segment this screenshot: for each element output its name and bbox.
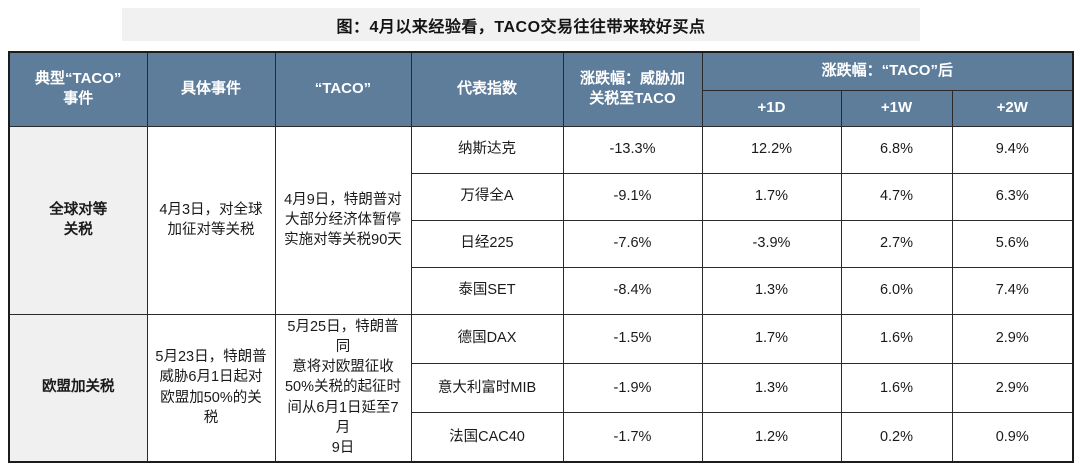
header-row-1: 典型“TACO” 事件 具体事件 “TACO” 代表指数 涨跌幅：威胁加 关税至… — [8, 51, 1074, 127]
plus-2w-cell: 9.4% — [951, 125, 1074, 174]
table-row: 泰国SET -8.4% 1.3% 6.0% 7.4% — [9, 266, 1074, 315]
taco-event-cell: 5月25日，特朗普同 意将对欧盟征收 50%关税的起征时 间从6月1日延至7月 … — [274, 313, 412, 463]
plus-1w-cell: 1.6% — [840, 313, 953, 364]
header-plus-1w: +1W — [840, 89, 953, 127]
plus-1d-cell: 1.7% — [701, 313, 842, 364]
header-event-type: 典型“TACO” 事件 — [8, 51, 148, 127]
plus-2w-cell: 6.3% — [951, 172, 1074, 221]
plus-1d-cell: 1.3% — [701, 362, 842, 413]
plus-2w-cell: 2.9% — [951, 313, 1074, 364]
threat-change-cell: -1.7% — [562, 411, 703, 463]
header-specific-event: 具体事件 — [146, 51, 276, 127]
header-row-2: +1D +1W +2W — [9, 89, 1074, 127]
table-row: 全球对等 关税 4月3日，对全球 加征对等关税 4月9日，特朗普对 大部分经济体… — [8, 125, 1074, 315]
threat-change-cell: -7.6% — [562, 219, 703, 268]
figure-title: 图：4月以来经验看，TACO交易往往带来较好买点 — [336, 18, 706, 36]
plus-1w-cell: 2.7% — [840, 219, 953, 268]
header-change-after-taco: 涨跌幅：“TACO”后 — [701, 51, 1074, 91]
index-name-cell: 日经225 — [410, 219, 564, 268]
header-taco: “TACO” — [274, 51, 412, 127]
index-name-cell: 万得全A — [410, 172, 564, 221]
plus-1d-cell: 1.7% — [701, 172, 842, 221]
specific-event-cell: 5月23日，特朗普 威胁6月1日起对 欧盟加50%的关 税 — [146, 313, 276, 463]
plus-1w-cell: 6.8% — [840, 125, 953, 174]
table-row: 欧盟加关税 5月23日，特朗普 威胁6月1日起对 欧盟加50%的关 税 5月25… — [8, 313, 1074, 463]
taco-trade-table: 典型“TACO” 事件 具体事件 “TACO” 代表指数 涨跌幅：威胁加 关税至… — [8, 51, 1075, 463]
threat-change-cell: -1.5% — [562, 313, 703, 364]
index-name-cell: 德国DAX — [410, 313, 564, 364]
header-change-threat-to-taco: 涨跌幅：威胁加 关税至TACO — [562, 51, 703, 127]
figure-title-bar: 图：4月以来经验看，TACO交易往往带来较好买点 — [122, 8, 920, 41]
threat-change-cell: -1.9% — [562, 362, 703, 413]
plus-2w-cell: 7.4% — [951, 266, 1074, 315]
threat-change-cell: -9.1% — [562, 172, 703, 221]
table-header: 典型“TACO” 事件 具体事件 “TACO” 代表指数 涨跌幅：威胁加 关税至… — [8, 51, 1074, 127]
event-name-cell: 全球对等 关税 — [8, 125, 148, 315]
index-name-cell: 法国CAC40 — [410, 411, 564, 463]
specific-event-cell: 4月3日，对全球 加征对等关税 — [146, 125, 276, 315]
taco-event-cell: 4月9日，特朗普对 大部分经济体暂停 实施对等关税90天 — [274, 125, 412, 315]
index-name-cell: 意大利富时MIB — [410, 362, 564, 413]
threat-change-cell: -13.3% — [562, 125, 703, 174]
event-name-cell: 欧盟加关税 — [8, 313, 148, 463]
table-row: 意大利富时MIB -1.9% 1.3% 1.6% 2.9% — [9, 362, 1074, 413]
table-row: 法国CAC40 -1.7% 1.2% 0.2% 0.9% — [9, 411, 1074, 463]
plus-2w-cell: 5.6% — [951, 219, 1074, 268]
index-name-cell: 泰国SET — [410, 266, 564, 315]
header-plus-2w: +2W — [951, 89, 1074, 127]
threat-change-cell: -8.4% — [562, 266, 703, 315]
plus-1d-cell: 1.3% — [701, 266, 842, 315]
table-row: 万得全A -9.1% 1.7% 4.7% 6.3% — [9, 172, 1074, 221]
header-plus-1d: +1D — [701, 89, 842, 127]
table-body: 全球对等 关税 4月3日，对全球 加征对等关税 4月9日，特朗普对 大部分经济体… — [8, 125, 1074, 463]
plus-1w-cell: 4.7% — [840, 172, 953, 221]
plus-1w-cell: 0.2% — [840, 411, 953, 463]
header-representative-index: 代表指数 — [410, 51, 564, 127]
plus-1w-cell: 6.0% — [840, 266, 953, 315]
index-name-cell: 纳斯达克 — [410, 125, 564, 174]
plus-2w-cell: 0.9% — [951, 411, 1074, 463]
plus-1d-cell: 12.2% — [701, 125, 842, 174]
plus-1w-cell: 1.6% — [840, 362, 953, 413]
plus-1d-cell: 1.2% — [701, 411, 842, 463]
plus-1d-cell: -3.9% — [701, 219, 842, 268]
plus-2w-cell: 2.9% — [951, 362, 1074, 413]
table-row: 日经225 -7.6% -3.9% 2.7% 5.6% — [9, 219, 1074, 268]
